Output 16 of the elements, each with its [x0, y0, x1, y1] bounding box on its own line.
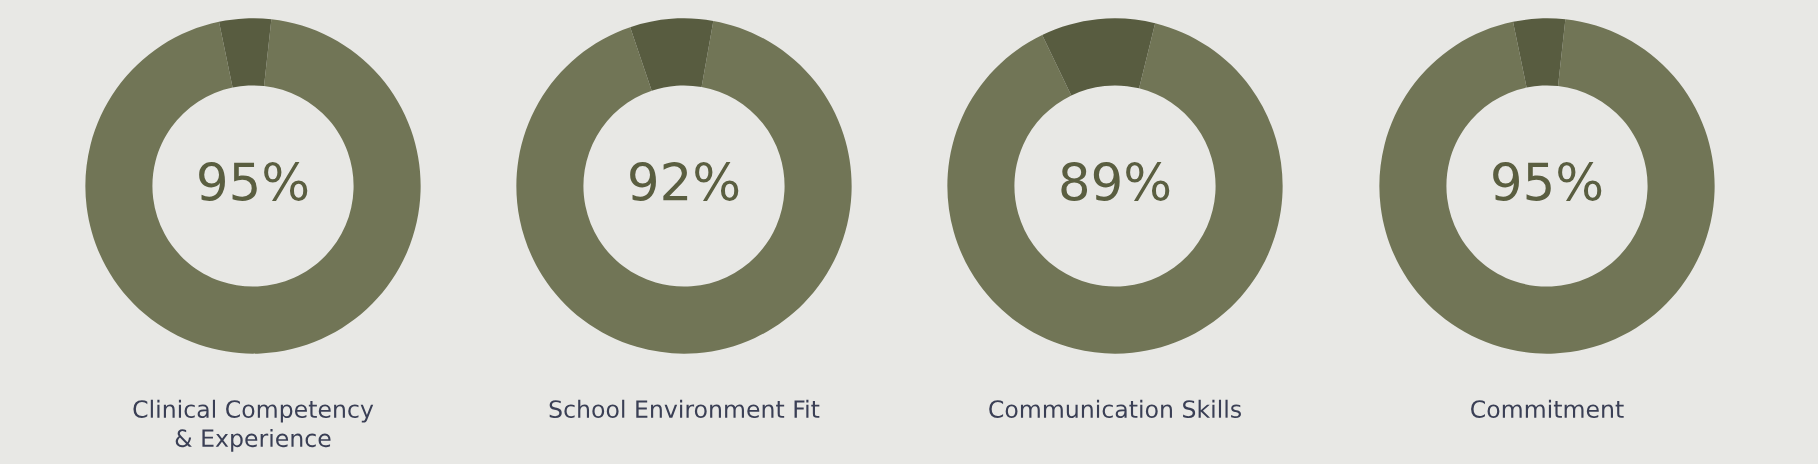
- text: Commitment: [1471, 399, 1624, 419]
- data-label: 92%: [630, 162, 739, 201]
- donut-slice: [1042, 18, 1156, 96]
- data-label: 95%: [199, 162, 308, 201]
- donut-slice: [947, 23, 1283, 354]
- data-label: 89%: [1061, 162, 1170, 201]
- text: Communication Skills: [989, 399, 1241, 419]
- donut-slice: [516, 20, 852, 354]
- donut-slice: [630, 18, 714, 91]
- donut-slice: [1379, 19, 1715, 354]
- text: Clinical Competency & Experience: [133, 399, 374, 452]
- donut-slice: [85, 19, 421, 354]
- donut-slice: [1513, 18, 1566, 88]
- data-label: 95%: [1493, 162, 1602, 201]
- donut-slice: [219, 18, 272, 88]
- text: School Environment Fit: [549, 399, 820, 419]
